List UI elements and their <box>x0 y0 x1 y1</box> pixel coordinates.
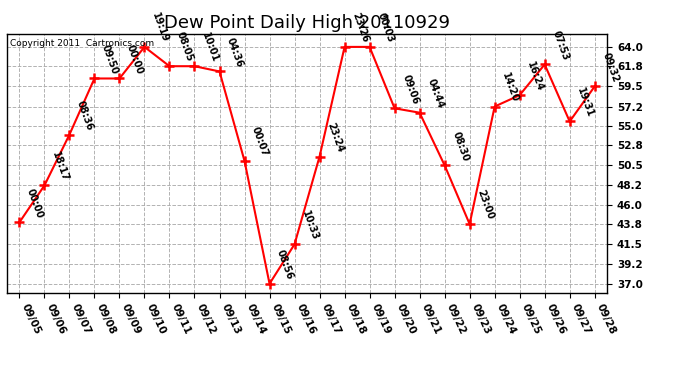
Text: 18:17: 18:17 <box>50 150 70 183</box>
Text: 08:56: 08:56 <box>275 248 295 281</box>
Text: 07:53: 07:53 <box>550 29 570 62</box>
Text: 10:33: 10:33 <box>300 209 320 242</box>
Text: 00:00: 00:00 <box>125 43 145 76</box>
Text: 23:24: 23:24 <box>325 121 345 154</box>
Title: Dew Point Daily High 20110929: Dew Point Daily High 20110929 <box>164 14 450 32</box>
Text: 09:06: 09:06 <box>400 73 420 105</box>
Text: 00:00: 00:00 <box>25 187 45 219</box>
Text: 10:01: 10:01 <box>200 31 220 63</box>
Text: 23:26: 23:26 <box>350 12 370 44</box>
Text: 00:07: 00:07 <box>250 126 270 158</box>
Text: 00:03: 00:03 <box>375 12 395 44</box>
Text: 08:05: 08:05 <box>175 31 195 63</box>
Text: 23:00: 23:00 <box>475 189 495 221</box>
Text: 04:44: 04:44 <box>425 77 445 110</box>
Text: 19:31: 19:31 <box>575 86 595 118</box>
Text: 08:30: 08:30 <box>450 130 470 162</box>
Text: 19:19: 19:19 <box>150 12 170 44</box>
Text: 08:36: 08:36 <box>75 99 95 132</box>
Text: 04:36: 04:36 <box>225 36 245 69</box>
Text: 16:24: 16:24 <box>525 60 545 92</box>
Text: 09:50: 09:50 <box>100 43 120 76</box>
Text: 09:32: 09:32 <box>600 51 620 84</box>
Text: Copyright 2011  Cartronics.com: Copyright 2011 Cartronics.com <box>10 39 154 48</box>
Text: 14:20: 14:20 <box>500 71 520 104</box>
